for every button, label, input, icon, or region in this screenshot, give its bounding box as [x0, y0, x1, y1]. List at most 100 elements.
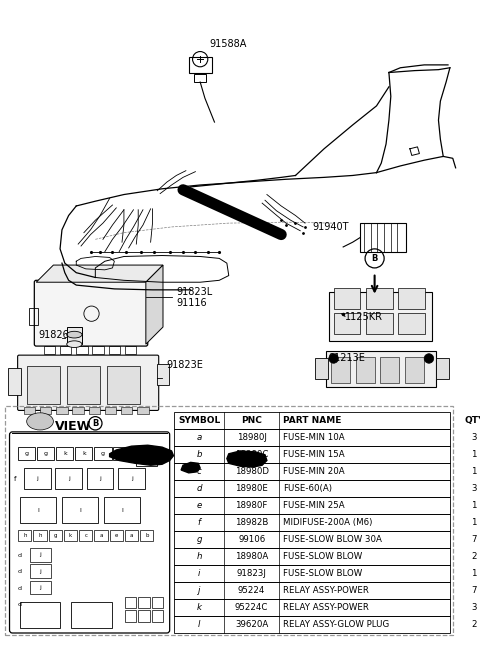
Text: h: h — [196, 552, 202, 561]
Bar — [56, 407, 68, 414]
Bar — [140, 530, 154, 542]
Text: B: B — [92, 419, 98, 428]
Text: 18980E: 18980E — [235, 484, 268, 493]
Bar — [405, 356, 424, 383]
Text: FUSE-SLOW BLOW 30A: FUSE-SLOW BLOW 30A — [283, 535, 382, 544]
Text: 1: 1 — [471, 467, 477, 476]
Bar — [157, 364, 168, 385]
Text: RELAY ASSY-GLOW PLUG: RELAY ASSY-GLOW PLUG — [283, 620, 389, 629]
Bar — [56, 447, 73, 460]
Bar — [380, 356, 399, 383]
Ellipse shape — [27, 413, 53, 430]
Text: l: l — [37, 508, 39, 513]
Bar — [18, 530, 32, 542]
Bar — [360, 223, 406, 252]
Bar — [334, 312, 360, 333]
Text: 91826: 91826 — [38, 329, 69, 340]
Bar — [37, 447, 54, 460]
Text: 95224: 95224 — [238, 586, 265, 595]
Text: a: a — [130, 533, 133, 538]
Bar — [95, 530, 108, 542]
Ellipse shape — [67, 331, 82, 338]
Text: MIDIFUSE-200A (M6): MIDIFUSE-200A (M6) — [283, 518, 372, 527]
Bar — [125, 346, 136, 354]
Text: 91940T: 91940T — [312, 222, 349, 232]
Bar — [174, 599, 450, 616]
Bar — [174, 582, 450, 599]
Bar — [95, 447, 111, 460]
Bar — [174, 565, 450, 582]
FancyBboxPatch shape — [18, 355, 159, 411]
Circle shape — [424, 354, 434, 364]
Bar — [30, 580, 50, 594]
Text: 7: 7 — [471, 586, 477, 595]
Bar — [75, 447, 93, 460]
Bar — [174, 480, 450, 497]
Bar — [29, 308, 38, 325]
Text: 91823L: 91823L — [176, 287, 213, 297]
Bar — [87, 468, 113, 489]
Bar — [5, 406, 453, 635]
Bar — [125, 530, 138, 542]
Text: l: l — [121, 508, 123, 513]
Bar — [93, 346, 104, 354]
Text: PART NAME: PART NAME — [283, 416, 341, 425]
Bar — [174, 616, 450, 633]
Text: 18982B: 18982B — [235, 518, 268, 527]
Bar — [72, 601, 111, 628]
Text: SYMBOL: SYMBOL — [178, 416, 220, 425]
Bar — [67, 366, 100, 404]
Bar — [174, 446, 450, 463]
Text: PNC: PNC — [241, 416, 262, 425]
Bar — [44, 346, 55, 354]
Bar — [105, 407, 116, 414]
Bar — [89, 407, 100, 414]
Bar — [152, 597, 163, 608]
Bar — [30, 548, 50, 561]
Text: 91213E: 91213E — [329, 354, 366, 364]
Text: 1: 1 — [471, 518, 477, 527]
Text: g: g — [101, 451, 105, 457]
Text: QTY: QTY — [464, 416, 480, 425]
Text: j: j — [39, 585, 41, 590]
Bar — [138, 597, 150, 608]
Text: f: f — [14, 476, 17, 481]
Bar — [104, 496, 140, 523]
Text: d: d — [18, 602, 22, 607]
Polygon shape — [146, 265, 163, 344]
Text: FUSE-MIN 10A: FUSE-MIN 10A — [283, 433, 345, 442]
Ellipse shape — [67, 341, 82, 348]
Text: c: c — [84, 533, 87, 538]
Text: 39620A: 39620A — [235, 620, 268, 629]
Bar — [137, 407, 149, 414]
Text: 3: 3 — [471, 484, 477, 493]
Polygon shape — [227, 451, 267, 467]
Text: i: i — [198, 569, 201, 578]
Circle shape — [329, 354, 338, 364]
Text: h: h — [23, 533, 26, 538]
Bar — [60, 346, 72, 354]
Bar — [366, 312, 393, 333]
Text: 1: 1 — [471, 569, 477, 578]
Text: e: e — [115, 533, 118, 538]
Text: FUSE-60(A): FUSE-60(A) — [283, 484, 332, 493]
Text: RELAY ASSY-POWER: RELAY ASSY-POWER — [283, 586, 369, 595]
Polygon shape — [109, 445, 173, 465]
Text: j: j — [36, 476, 38, 481]
Text: g: g — [24, 451, 29, 457]
Text: 91588A: 91588A — [210, 39, 247, 48]
Bar — [30, 565, 50, 578]
Bar — [334, 288, 360, 309]
Text: B: B — [372, 254, 378, 263]
Bar — [136, 447, 157, 466]
Bar — [34, 530, 47, 542]
Bar — [62, 496, 98, 523]
Bar — [24, 407, 35, 414]
Bar — [107, 366, 140, 404]
Bar — [174, 463, 450, 480]
Bar — [72, 407, 84, 414]
Bar — [366, 288, 393, 309]
Bar — [436, 358, 449, 379]
Bar — [398, 288, 425, 309]
Text: FUSE-MIN 15A: FUSE-MIN 15A — [283, 450, 345, 459]
